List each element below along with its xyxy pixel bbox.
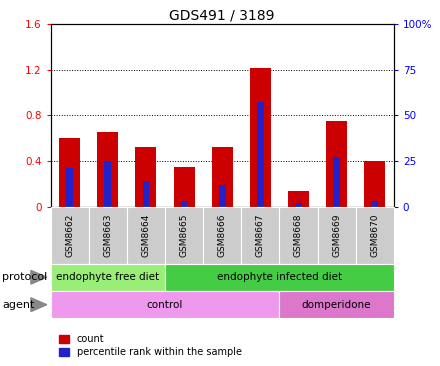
Bar bbox=[288, 191, 309, 207]
Bar bbox=[326, 121, 347, 207]
Text: endophyte free diet: endophyte free diet bbox=[56, 272, 159, 282]
Polygon shape bbox=[31, 270, 47, 284]
Polygon shape bbox=[31, 298, 47, 311]
Bar bbox=[97, 132, 118, 207]
Text: GSM8662: GSM8662 bbox=[65, 213, 74, 257]
Text: GSM8663: GSM8663 bbox=[103, 213, 112, 257]
Bar bbox=[250, 68, 271, 207]
Bar bbox=[219, 185, 226, 207]
Bar bbox=[364, 161, 385, 207]
Text: agent: agent bbox=[2, 300, 35, 310]
Text: control: control bbox=[147, 300, 183, 310]
Bar bbox=[127, 207, 165, 264]
Bar bbox=[104, 161, 111, 207]
Text: GSM8668: GSM8668 bbox=[294, 213, 303, 257]
Bar bbox=[165, 207, 203, 264]
Text: domperidone: domperidone bbox=[302, 300, 371, 310]
Text: GSM8667: GSM8667 bbox=[256, 213, 265, 257]
Bar bbox=[165, 264, 394, 291]
Bar bbox=[51, 207, 89, 264]
Bar bbox=[143, 181, 149, 207]
Bar bbox=[212, 147, 233, 207]
Bar bbox=[89, 207, 127, 264]
Bar bbox=[174, 167, 194, 207]
Text: protocol: protocol bbox=[2, 272, 48, 282]
Text: GSM8665: GSM8665 bbox=[180, 213, 189, 257]
Bar bbox=[318, 207, 356, 264]
Text: GSM8670: GSM8670 bbox=[370, 213, 379, 257]
Legend: count, percentile rank within the sample: count, percentile rank within the sample bbox=[55, 330, 246, 361]
Bar bbox=[241, 207, 279, 264]
Text: GSM8664: GSM8664 bbox=[141, 213, 150, 257]
Bar bbox=[136, 147, 157, 207]
Bar bbox=[51, 264, 165, 291]
Bar bbox=[59, 138, 80, 207]
Bar bbox=[181, 201, 187, 207]
Bar bbox=[371, 201, 378, 207]
Bar bbox=[333, 157, 340, 207]
Bar bbox=[279, 291, 394, 318]
Bar bbox=[279, 207, 318, 264]
Text: GSM8669: GSM8669 bbox=[332, 213, 341, 257]
Bar bbox=[295, 203, 302, 207]
Text: endophyte infected diet: endophyte infected diet bbox=[217, 272, 342, 282]
Bar bbox=[66, 168, 73, 207]
Bar bbox=[203, 207, 241, 264]
Bar bbox=[257, 102, 264, 207]
Bar bbox=[356, 207, 394, 264]
Title: GDS491 / 3189: GDS491 / 3189 bbox=[169, 9, 275, 23]
Text: GSM8666: GSM8666 bbox=[218, 213, 227, 257]
Bar bbox=[51, 291, 279, 318]
